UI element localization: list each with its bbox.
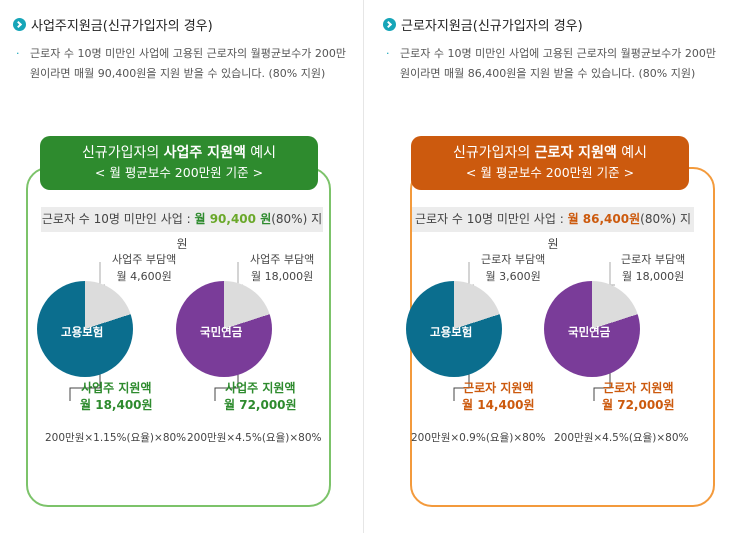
burden-amount: 월 4,600원: [116, 270, 172, 283]
summary-label: 근로자 수 10명 미만인 사업 :: [414, 212, 568, 226]
burden-title: 사업주 부담액: [112, 253, 177, 266]
pie-label-national-pension: 국민연금: [568, 325, 611, 339]
support-title: 근로자 지원액: [463, 381, 534, 395]
burden-label-national-pension: 사업주 부담액 월 18,000원: [250, 251, 314, 285]
summary-amount: 90,400: [209, 212, 257, 226]
description: · 근로자 수 10명 미만인 사업에 고용된 근로자의 월평균보수가 200만…: [386, 44, 726, 84]
banner-text-post: 예시: [616, 145, 648, 161]
banner-text-pre: 신규가입자의: [452, 145, 535, 161]
burden-title: 사업주 부담액: [250, 253, 315, 266]
section-heading: 사업주지원금(신규가입자의 경우): [13, 15, 213, 34]
banner-subtitle: < 월 평균보수 200만원 기준 >: [465, 165, 635, 180]
formula-employment-insurance: 200만원×1.15%(요율)×80%: [45, 432, 187, 444]
summary-amount-prefix: 월: [194, 212, 210, 226]
national-pension-pie: [544, 281, 640, 377]
bullet-icon: ·: [386, 47, 390, 60]
support-title: 사업주 지원액: [81, 381, 152, 395]
support-label-national-pension: 사업주 지원액 월 72,000원: [224, 380, 297, 414]
burden-amount: 월 18,000원: [621, 270, 685, 283]
description-text: 근로자 수 10명 미만인 사업에 고용된 근로자의 월평균보수가 200만원이…: [400, 47, 716, 80]
support-title: 사업주 지원액: [225, 381, 296, 395]
section-heading: 근로자지원금(신규가입자의 경우): [383, 15, 583, 34]
summary-amount-unit: 원: [256, 212, 272, 226]
pie-label-employment-insurance: 고용보험: [430, 325, 473, 339]
formula-national-pension: 200만원×4.5%(요율)×80%: [187, 432, 322, 444]
example-banner: 신규가입자의 사업주 지원액 예시 < 월 평균보수 200만원 기준 >: [40, 136, 318, 190]
burden-amount: 월 3,600원: [485, 270, 541, 283]
column-divider: [363, 0, 364, 533]
support-title: 근로자 지원액: [603, 381, 674, 395]
support-amount: 월 14,400원: [462, 398, 535, 412]
support-label-national-pension: 근로자 지원액 월 72,000원: [602, 380, 675, 414]
example-banner: 신규가입자의 근로자 지원액 예시 < 월 평균보수 200만원 기준 >: [411, 136, 689, 190]
employment-insurance-pie: [37, 281, 133, 377]
banner-text-post: 예시: [245, 145, 277, 161]
banner-subtitle: < 월 평균보수 200만원 기준 >: [94, 165, 264, 180]
burden-label-employment-insurance: 근로자 부담액 월 3,600원: [481, 251, 545, 285]
burden-label-employment-insurance: 사업주 부담액 월 4,600원: [112, 251, 176, 285]
burden-label-national-pension: 근로자 부담액 월 18,000원: [621, 251, 685, 285]
burden-title: 근로자 부담액: [481, 253, 546, 266]
support-summary-bar: 근로자 수 10명 미만인 사업 : 월 90,400 원(80%) 지원: [41, 207, 323, 251]
description: · 근로자 수 10명 미만인 사업에 고용된 근로자의 월평균보수가 200만…: [16, 44, 356, 84]
banner-text-pre: 신규가입자의: [81, 145, 164, 161]
employee-support-section: 근로자지원금(신규가입자의 경우) · 근로자 수 10명 미만인 사업에 고용…: [366, 0, 732, 533]
pie-label-employment-insurance: 고용보험: [61, 325, 104, 339]
employer-support-section: 사업주지원금(신규가입자의 경우) · 근로자 수 10명 미만인 사업에 고용…: [0, 0, 366, 533]
support-amount: 월 72,000원: [224, 398, 297, 412]
support-summary-bar: 근로자 수 10명 미만인 사업 : 월 86,400원(80%) 지원: [412, 207, 694, 251]
burden-amount: 월 18,000원: [250, 270, 314, 283]
support-amount: 월 18,400원: [80, 398, 153, 412]
support-amount: 월 72,000원: [602, 398, 675, 412]
summary-label: 근로자 수 10명 미만인 사업 :: [41, 212, 195, 226]
national-pension-pie: [176, 281, 272, 377]
employment-insurance-pie: [406, 281, 502, 377]
formula-employment-insurance: 200만원×0.9%(요율)×80%: [411, 432, 546, 444]
support-label-employment-insurance: 사업주 지원액 월 18,400원: [80, 380, 153, 414]
summary-rate: (80%) 지원: [176, 212, 323, 251]
section-title: 근로자지원금(신규가입자의 경우): [401, 19, 583, 34]
section-title: 사업주지원금(신규가입자의 경우): [31, 19, 213, 34]
arrow-circle-icon: [383, 18, 396, 31]
summary-amount: 월 86,400원: [567, 212, 641, 226]
bullet-icon: ·: [16, 47, 20, 60]
formula-national-pension: 200만원×4.5%(요율)×80%: [554, 432, 689, 444]
summary-rate: (80%) 지원: [547, 212, 692, 251]
pie-label-national-pension: 국민연금: [200, 325, 243, 339]
banner-text-bold: 사업주 지원액: [163, 145, 246, 161]
arrow-circle-icon: [13, 18, 26, 31]
description-text: 근로자 수 10명 미만인 사업에 고용된 근로자의 월평균보수가 200만원이…: [30, 47, 346, 80]
banner-text-bold: 근로자 지원액: [534, 145, 617, 161]
burden-title: 근로자 부담액: [621, 253, 686, 266]
support-label-employment-insurance: 근로자 지원액 월 14,400원: [462, 380, 535, 414]
